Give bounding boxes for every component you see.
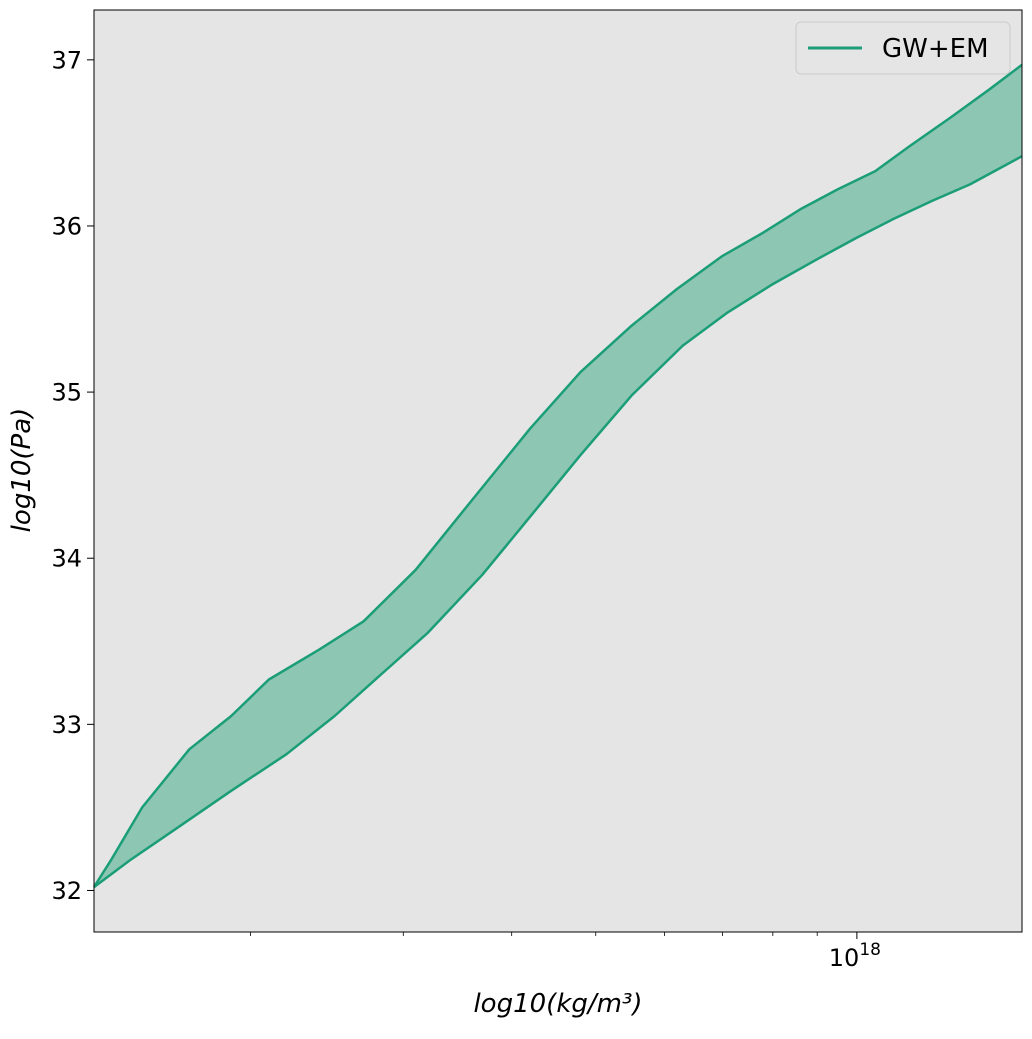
y-tick-label: 35 (51, 379, 82, 407)
band-layer (92, 63, 1023, 889)
band-fill-gw-em (94, 64, 1022, 888)
y-axis-ticks: 32 33 34 35 36 37 (51, 46, 94, 905)
legend: GW+EM (795, 21, 1011, 75)
y-tick-label: 34 (51, 545, 82, 573)
x-axis-label: log10(kg/m³) (473, 989, 642, 1019)
y-axis-label: log10(Pa) (7, 408, 37, 533)
y-tick-label: 37 (51, 46, 82, 74)
y-tick-label: 36 (51, 212, 82, 240)
legend-label-gw-em: GW+EM (882, 34, 989, 64)
x-tick-label: 1018 (829, 940, 881, 972)
x-axis-ticks: 1018 (250, 932, 881, 972)
y-tick-label: 32 (51, 877, 82, 905)
band-lower-line-gw-em (93, 155, 1023, 889)
legend-box (795, 21, 1011, 75)
band-upper-line-gw-em (92, 63, 1023, 888)
y-tick-label: 33 (51, 711, 82, 739)
plot-frame (93, 9, 1023, 933)
